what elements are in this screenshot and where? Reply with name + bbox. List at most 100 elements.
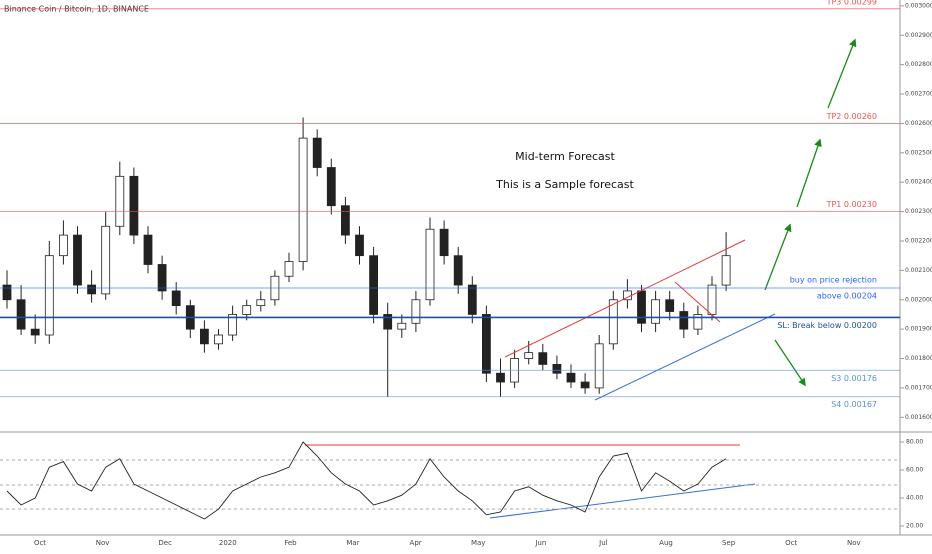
- candle-body: [707, 284, 717, 315]
- candle-body: [594, 343, 604, 389]
- candle-body: [228, 314, 238, 336]
- candle-body: [298, 137, 308, 262]
- rsi-trendline: [489, 483, 756, 519]
- rsi-tick-label: 40.00: [906, 495, 923, 502]
- candle-body: [59, 234, 68, 257]
- x-tick-label: Feb: [284, 539, 297, 547]
- level-label: S3 0.00176: [831, 374, 877, 383]
- level-label: S4 0.00167: [831, 400, 877, 409]
- candle-body: [129, 175, 139, 236]
- x-tick-label: Oct: [785, 539, 797, 547]
- candle-body: [397, 322, 407, 330]
- candle-body: [242, 305, 252, 315]
- candle-body: [608, 299, 618, 345]
- candle-body: [2, 284, 12, 301]
- rsi-line: [6, 441, 727, 520]
- level-label: above 0.00204: [817, 292, 877, 301]
- x-tick-label: 2020: [219, 539, 237, 547]
- x-tick-label: Dec: [158, 539, 172, 547]
- trendline: [504, 239, 746, 358]
- candle-body: [199, 328, 209, 345]
- candle-body: [340, 205, 350, 236]
- candle-body: [721, 255, 731, 286]
- candle-body: [115, 175, 125, 227]
- candle-body: [87, 284, 96, 295]
- candle-body: [326, 167, 336, 207]
- candle-body: [369, 255, 379, 315]
- candle-body: [693, 314, 703, 330]
- candle-body: [101, 225, 111, 295]
- candle-body: [383, 314, 393, 330]
- candle-body: [143, 234, 153, 265]
- arrow: [796, 138, 822, 208]
- candle-body: [355, 234, 364, 257]
- candle-body: [73, 234, 82, 286]
- candle-body: [679, 311, 689, 330]
- candle-body: [284, 261, 294, 277]
- candle-body: [411, 299, 421, 324]
- candle-body: [637, 290, 646, 324]
- candle-body: [171, 290, 181, 307]
- level-label: SL: Break below 0.00200: [777, 321, 877, 330]
- x-tick-label: Apr: [410, 539, 422, 547]
- candle-body: [44, 255, 54, 336]
- candle-body: [312, 137, 322, 168]
- rsi-tick-label: 60.00: [906, 467, 923, 474]
- x-tick-label: Jul: [598, 539, 608, 547]
- rsi-tick-label: 80.00: [906, 439, 923, 446]
- arrow: [774, 339, 806, 387]
- candle-body: [665, 299, 675, 312]
- plot-bg: [0, 0, 900, 550]
- annotation: Mid-term Forecast: [515, 150, 615, 163]
- candle-body: [467, 284, 477, 315]
- candle-body: [256, 299, 266, 307]
- rsi-tick-label: 20.00: [906, 523, 923, 530]
- candle-body: [481, 314, 491, 374]
- candle-body: [16, 299, 26, 330]
- candle-body: [552, 364, 562, 374]
- candle-body: [580, 381, 590, 389]
- candle-body: [496, 372, 505, 383]
- trendline: [674, 281, 721, 323]
- x-tick-label: Oct: [34, 539, 46, 547]
- candle-body: [524, 352, 534, 359]
- level-label: TP2 0.00260: [826, 112, 877, 121]
- arrow: [827, 38, 857, 109]
- arrow: [764, 223, 792, 291]
- candle-body: [425, 228, 435, 301]
- x-tick-label: Aug: [659, 539, 673, 547]
- candle-body: [651, 299, 660, 324]
- level-label: TP3 0.00299: [826, 0, 877, 6]
- x-tick-label: Sep: [722, 539, 736, 547]
- candle-body: [453, 255, 463, 286]
- candle-body: [157, 264, 167, 292]
- candle-body: [30, 328, 40, 336]
- x-tick-label: May: [471, 539, 485, 547]
- level-label: TP1 0.00230: [826, 200, 877, 209]
- trendline: [594, 313, 776, 401]
- level-label: buy on price rejection: [790, 276, 877, 285]
- x-tick-label: Mar: [346, 539, 359, 547]
- x-tick-label: Nov: [847, 539, 861, 547]
- candle-body: [214, 334, 223, 345]
- x-tick-label: Jun: [534, 539, 546, 547]
- x-tick-label: Nov: [96, 539, 110, 547]
- y-tick-label: 0.0030000: [905, 2, 932, 9]
- annotation: This is a Sample forecast: [495, 178, 634, 191]
- candle-body: [538, 352, 548, 365]
- candle-body: [439, 228, 449, 257]
